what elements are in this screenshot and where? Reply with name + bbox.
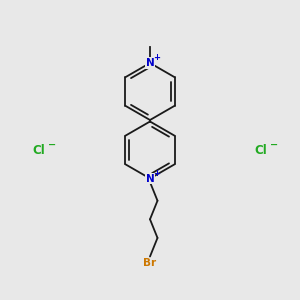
Text: Cl: Cl (255, 143, 267, 157)
Text: N: N (146, 173, 154, 184)
Text: N: N (146, 58, 154, 68)
Text: +: + (153, 169, 160, 178)
Text: −: − (270, 140, 279, 150)
Text: +: + (153, 53, 160, 62)
Text: −: − (48, 140, 57, 150)
Text: Br: Br (143, 258, 157, 268)
Text: Cl: Cl (33, 143, 45, 157)
